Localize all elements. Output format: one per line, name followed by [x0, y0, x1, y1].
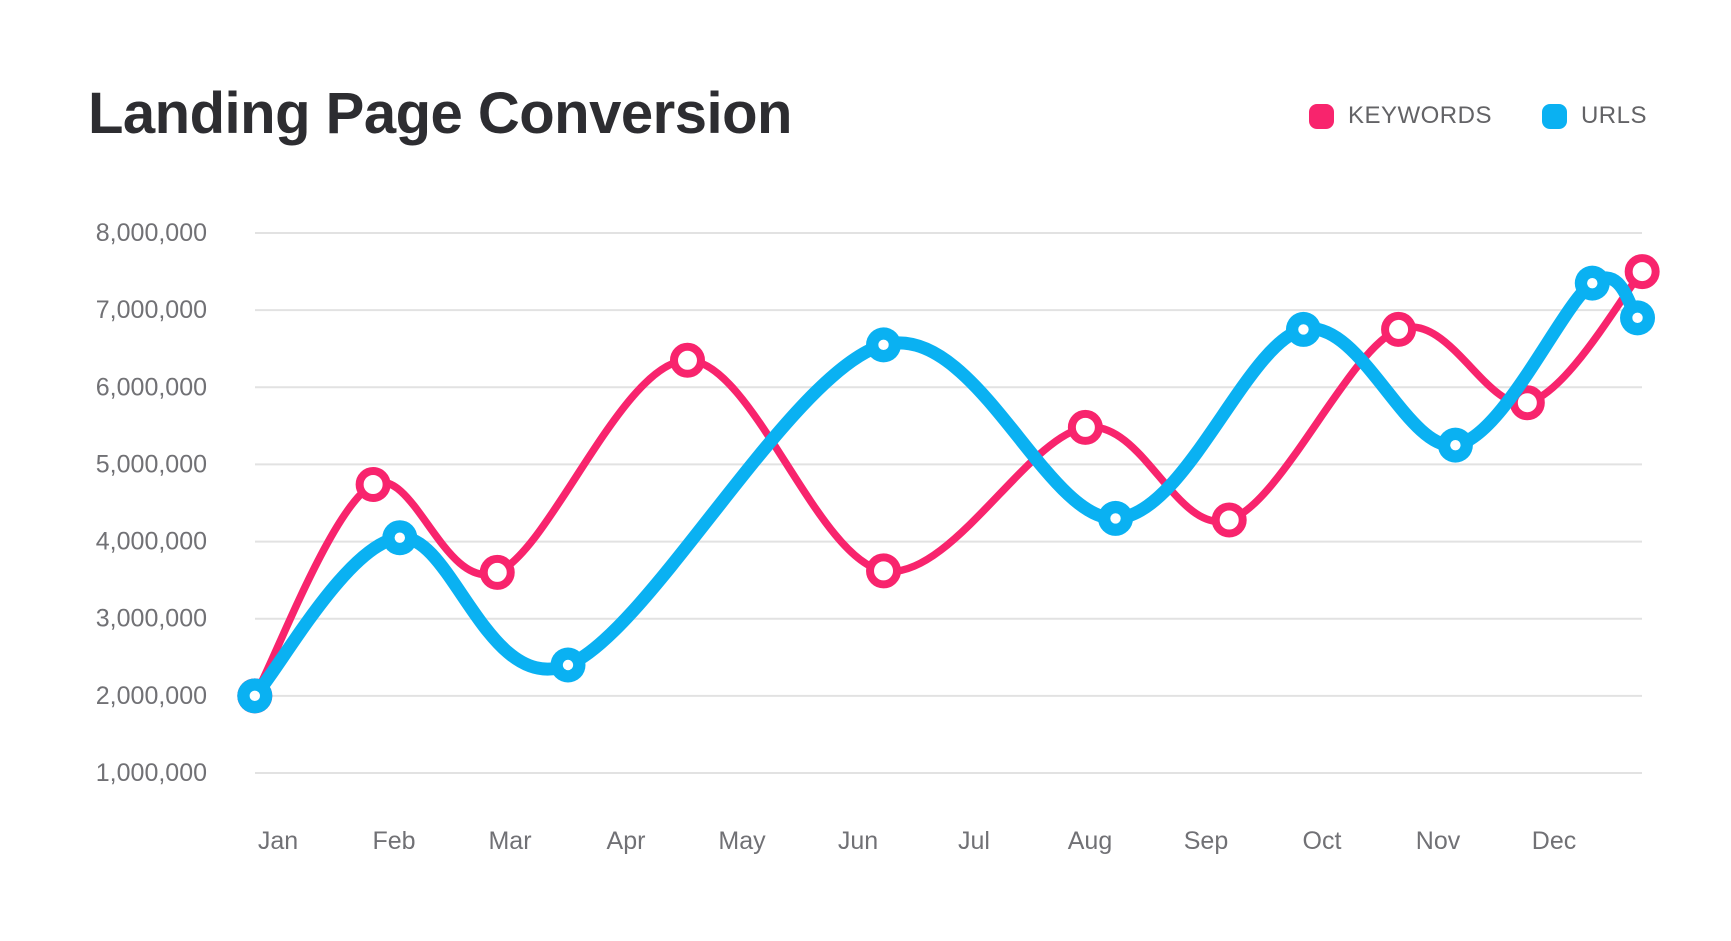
legend-label-keywords: KEYWORDS	[1347, 102, 1492, 129]
data-point-hole-icon	[1450, 439, 1461, 451]
data-point-keywords[interactable]	[355, 466, 391, 502]
data-point-keywords[interactable]	[1211, 502, 1247, 538]
data-point-hole-icon	[1587, 277, 1598, 289]
data-point-keywords[interactable]	[1067, 409, 1103, 445]
y-axis-tick-label: 7,000,000	[96, 296, 207, 324]
data-point-hole-icon	[562, 659, 574, 671]
data-point-hole-icon	[1110, 513, 1121, 524]
y-axis-tick-label: 2,000,000	[96, 682, 207, 710]
data-point-keywords[interactable]	[669, 342, 705, 378]
y-axis-tick-label: 4,000,000	[96, 528, 207, 556]
y-axis-tick-label: 3,000,000	[96, 605, 207, 633]
data-point-hole-icon	[1632, 312, 1643, 324]
legend: KEYWORDS URLS	[1308, 102, 1647, 130]
data-point-keywords[interactable]	[866, 553, 902, 589]
x-axis-tick-label: Jan	[258, 827, 298, 855]
x-axis-tick-label: Dec	[1532, 827, 1576, 855]
x-axis-tick-label: Jun	[838, 827, 878, 855]
legend-label-urls: URLS	[1580, 102, 1647, 129]
x-axis-tick-label: Apr	[607, 827, 646, 855]
chart-title: Landing Page Conversion	[88, 81, 792, 146]
y-axis-tick-label: 5,000,000	[96, 450, 207, 478]
y-axis-tick-label: 6,000,000	[96, 373, 207, 401]
x-axis-tick-label: Feb	[372, 827, 415, 855]
y-axis-tick-label: 8,000,000	[96, 219, 207, 247]
data-point-hole-icon	[1298, 324, 1309, 335]
urls-swatch-icon	[1541, 103, 1567, 129]
series-line-urls	[248, 271, 1644, 703]
series-line-keywords	[251, 267, 1646, 700]
legend-item-urls[interactable]: URLS	[1541, 102, 1647, 130]
data-point-keywords[interactable]	[1381, 311, 1417, 347]
data-point-keywords[interactable]	[1624, 254, 1660, 290]
keywords-swatch-icon	[1308, 103, 1334, 129]
x-axis-tick-label: Nov	[1416, 827, 1461, 855]
x-axis-tick-label: Sep	[1184, 827, 1228, 855]
x-axis-tick-label: Oct	[1303, 827, 1342, 855]
legend-item-keywords[interactable]: KEYWORDS	[1308, 102, 1492, 130]
x-axis-tick-label: Mar	[488, 827, 531, 855]
data-point-keywords[interactable]	[479, 554, 515, 590]
data-point-hole-icon	[394, 532, 405, 543]
data-point-hole-icon	[249, 690, 260, 702]
x-axis-tick-label: May	[718, 827, 766, 855]
data-point-hole-icon	[878, 339, 889, 351]
x-axis-tick-label: Aug	[1068, 827, 1112, 855]
y-axis-tick-label: 1,000,000	[96, 759, 207, 787]
x-axis-tick-label: Jul	[958, 827, 990, 855]
